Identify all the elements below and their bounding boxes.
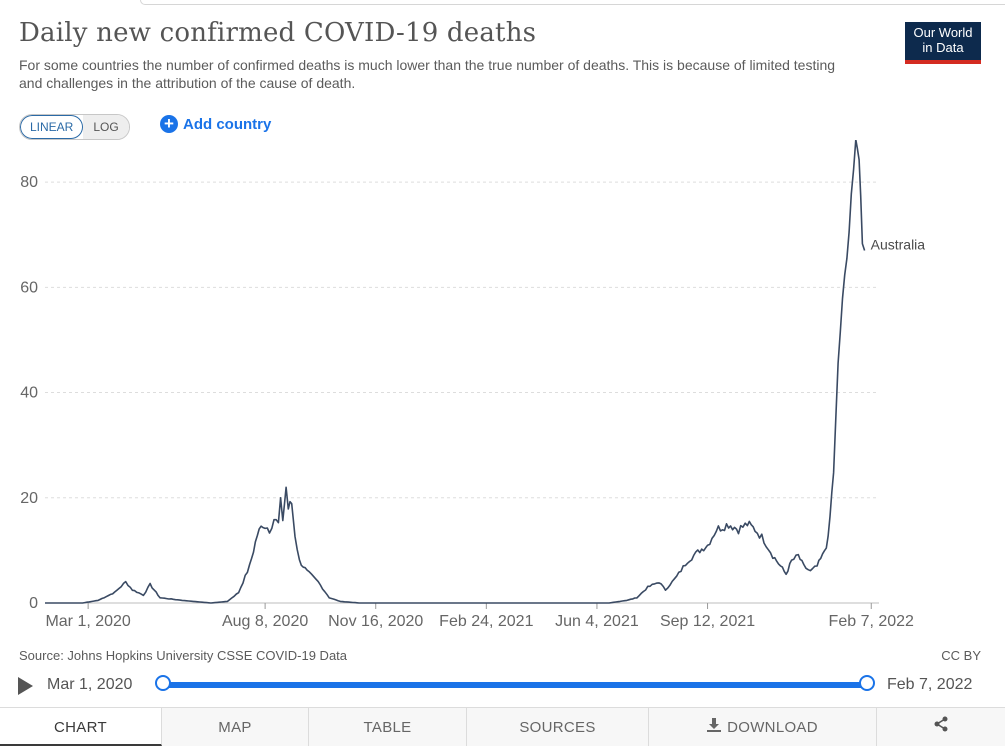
embed-frame-edge: [140, 0, 1005, 5]
chart-title: Daily new confirmed COVID-19 deaths: [19, 18, 537, 48]
linear-scale-button[interactable]: LINEAR: [20, 115, 84, 139]
chart-subtitle: For some countries the number of confirm…: [19, 57, 836, 91]
tab-download[interactable]: DOWNLOAD: [649, 708, 877, 746]
add-country-label: Add country: [183, 115, 272, 133]
add-country-button[interactable]: + Add country: [160, 115, 271, 133]
timeline-end-label: Feb 7, 2022: [887, 676, 973, 693]
tab-bar: CHART MAP TABLE SOURCES DOWNLOAD: [0, 707, 1005, 746]
x-tick-label-5: Sep 12, 2021: [660, 613, 755, 630]
timeline: Mar 1, 2020 Feb 7, 2022: [18, 674, 988, 700]
download-icon: [707, 708, 722, 748]
log-scale-button[interactable]: LOG: [83, 115, 129, 139]
timeline-start-label: Mar 1, 2020: [47, 676, 133, 693]
line-chart: Mar 1, 2020 Aug 8, 2020 Nov 16, 2020 Feb 24…: [20, 140, 926, 630]
y-tick-label-60: 60: [20, 279, 38, 296]
owid-logo[interactable]: Our World in Data: [905, 22, 981, 64]
y-axis: 0 20 40 60 80: [20, 174, 38, 612]
x-tick-label-6: Feb 7, 2022: [829, 613, 915, 630]
y-tick-label-80: 80: [20, 174, 38, 191]
y-tick-label-20: 20: [20, 490, 38, 507]
scale-toggle: LINEAR LOG: [19, 114, 130, 140]
plus-circle-icon: +: [160, 115, 178, 133]
x-tick-label-0: Mar 1, 2020: [45, 613, 130, 630]
timeline-track[interactable]: [163, 682, 869, 688]
tab-sources[interactable]: SOURCES: [467, 708, 649, 746]
x-tick-label-1: Aug 8, 2020: [222, 613, 308, 630]
logo-line-2: in Data: [922, 40, 964, 55]
tab-download-label: DOWNLOAD: [727, 719, 818, 736]
logo-line-1: Our World: [913, 25, 973, 40]
share-icon: [933, 708, 949, 748]
y-tick-label-40: 40: [20, 385, 38, 402]
x-tick-label-4: Jun 4, 2021: [555, 613, 639, 630]
play-icon[interactable]: [18, 677, 33, 695]
tab-share[interactable]: [877, 708, 1005, 746]
tab-chart[interactable]: CHART: [0, 708, 162, 746]
license-link[interactable]: CC BY: [941, 648, 981, 663]
timeline-start-handle[interactable]: [155, 675, 171, 691]
y-tick-label-0: 0: [29, 595, 38, 612]
tab-table[interactable]: TABLE: [309, 708, 467, 746]
x-tick-label-2: Nov 16, 2020: [328, 613, 423, 630]
grid: [45, 181, 879, 604]
timeline-end-handle[interactable]: [859, 675, 875, 691]
source-note[interactable]: Source: Johns Hopkins University CSSE CO…: [19, 648, 348, 663]
x-axis: Mar 1, 2020 Aug 8, 2020 Nov 16, 2020 Feb 24…: [45, 603, 914, 630]
tab-map[interactable]: MAP: [162, 708, 309, 746]
series-layer: Australia: [45, 140, 926, 604]
x-tick-label-3: Feb 24, 2021: [439, 613, 533, 630]
series-label-australia: Australia: [871, 236, 926, 252]
series-line-australia: [45, 140, 866, 604]
